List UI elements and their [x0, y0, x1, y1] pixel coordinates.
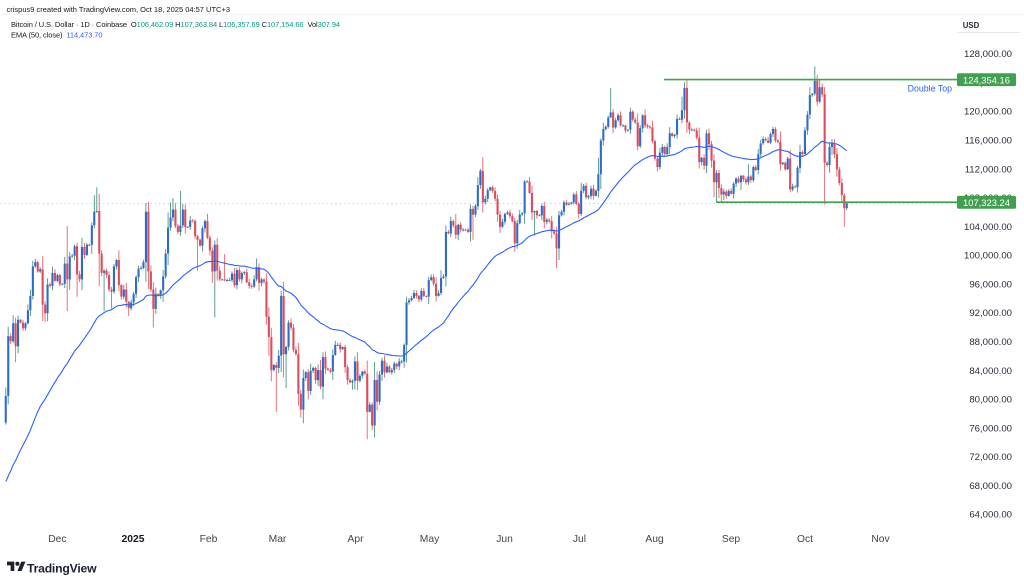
svg-text:Nov: Nov [871, 534, 890, 545]
svg-text:Double Top: Double Top [908, 84, 952, 94]
svg-text:Bitcoin / U.S. Dollar · 1D · C: Bitcoin / U.S. Dollar · 1D · Coinbase O1… [11, 20, 340, 29]
svg-text:Apr: Apr [347, 534, 364, 545]
svg-text:96,000.00: 96,000.00 [969, 279, 1012, 290]
svg-text:120,000.00: 120,000.00 [964, 107, 1012, 118]
svg-text:EMA (50, close) 114,473.70: EMA (50, close) 114,473.70 [11, 31, 102, 40]
svg-text:92,000.00: 92,000.00 [969, 308, 1012, 319]
svg-text:128,000.00: 128,000.00 [964, 49, 1012, 60]
svg-text:USD: USD [963, 21, 980, 30]
svg-text:100,000.00: 100,000.00 [964, 251, 1012, 262]
svg-text:112,000.00: 112,000.00 [965, 164, 1012, 175]
svg-text:Jun: Jun [496, 534, 513, 545]
svg-text:Feb: Feb [200, 534, 218, 545]
svg-text:80,000.00: 80,000.00 [969, 395, 1012, 406]
svg-text:May: May [420, 534, 440, 545]
svg-text:107,323.24: 107,323.24 [963, 197, 1010, 208]
svg-text:88,000.00: 88,000.00 [969, 337, 1012, 348]
svg-text:Aug: Aug [645, 534, 664, 545]
svg-text:64,000.00: 64,000.00 [969, 510, 1012, 521]
svg-text:Jul: Jul [573, 534, 586, 545]
svg-text:76,000.00: 76,000.00 [969, 423, 1012, 434]
svg-text:116,000.00: 116,000.00 [965, 136, 1012, 147]
svg-text:124,354.16: 124,354.16 [963, 75, 1010, 86]
svg-text:Mar: Mar [269, 534, 287, 545]
svg-text:104,000.00: 104,000.00 [964, 222, 1012, 233]
svg-text:2025: 2025 [122, 534, 145, 545]
svg-text:72,000.00: 72,000.00 [969, 452, 1012, 463]
svg-text:68,000.00: 68,000.00 [969, 481, 1012, 492]
svg-text:Oct: Oct [797, 534, 813, 545]
svg-text:TradingView: TradingView [27, 562, 97, 576]
svg-text:84,000.00: 84,000.00 [969, 366, 1012, 377]
svg-text:Dec: Dec [48, 534, 66, 545]
svg-text:crispus9 created with TradingV: crispus9 created with TradingView.com, O… [7, 5, 231, 14]
svg-text:Sep: Sep [722, 534, 741, 545]
